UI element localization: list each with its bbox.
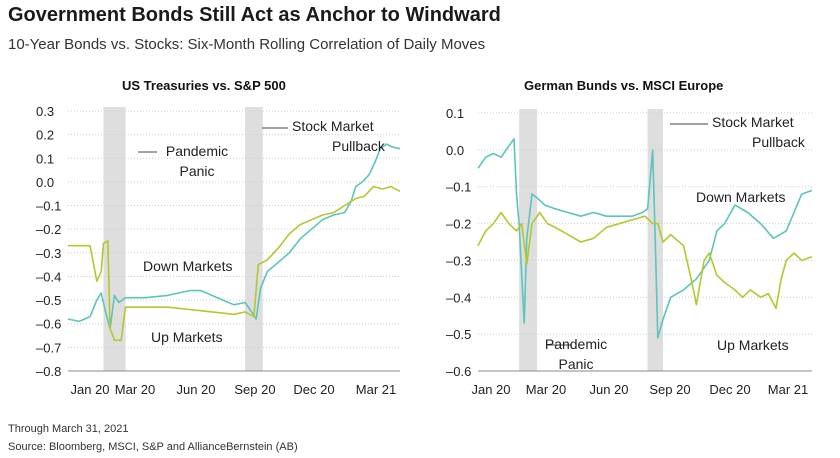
footnote-date: Through March 31, 2021: [8, 423, 129, 435]
down-markets-line: [477, 138, 813, 339]
y-tick-label: 0.0: [36, 175, 54, 190]
y-tick-label: 0.2: [36, 128, 54, 143]
page-subtitle: 10-Year Bonds vs. Stocks: Six-Month Roll…: [8, 36, 486, 53]
page-title: Government Bonds Still Act as Anchor to …: [8, 4, 501, 26]
y-tick-label: –0.8: [36, 364, 61, 379]
x-tick-label: Dec 20: [709, 382, 750, 397]
y-tick-label: 0.3: [36, 104, 54, 119]
x-tick-label: Mar 20: [526, 382, 566, 397]
pandemic-label-line2: Panic: [558, 356, 593, 372]
y-tick-label: –0.2: [446, 217, 471, 232]
pandemic-label-line2: Panic: [179, 163, 214, 179]
pullback-label-line2: Pullback: [752, 134, 806, 150]
y-tick-label: –0.5: [446, 327, 471, 342]
up-markets-line: [68, 185, 401, 342]
y-tick-label: –0.5: [36, 293, 61, 308]
pullback-label-line1: Stock Market: [712, 114, 794, 130]
up-markets-line: [477, 211, 813, 310]
y-tick-label: –0.6: [36, 317, 61, 332]
x-tick-label: Sep 20: [649, 382, 690, 397]
x-tick-label: Sep 20: [234, 382, 275, 397]
x-tick-label: Mar 21: [768, 382, 808, 397]
up-markets-label: Up Markets: [717, 337, 789, 353]
y-tick-label: 0.0: [446, 143, 464, 158]
x-tick-label: Jan 20: [70, 382, 109, 397]
y-tick-label: –0.4: [36, 269, 61, 284]
y-tick-label: –0.4: [446, 290, 471, 305]
x-tick-label: Mar 20: [115, 382, 155, 397]
y-tick-label: –0.3: [446, 253, 471, 268]
x-tick-label: Dec 20: [293, 382, 334, 397]
y-tick-label: –0.3: [36, 246, 61, 261]
x-tick-label: Jun 20: [176, 382, 215, 397]
right-chart-title: German Bunds vs. MSCI Europe: [524, 78, 724, 93]
y-tick-label: –0.2: [36, 222, 61, 237]
x-tick-label: Jan 20: [471, 382, 510, 397]
pandemic-shaded-period: [519, 109, 538, 371]
y-tick-label: 0.1: [446, 106, 464, 121]
y-tick-label: –0.1: [36, 199, 61, 214]
left-chart-title: US Treasuries vs. S&P 500: [122, 78, 286, 93]
x-tick-label: Mar 21: [356, 382, 396, 397]
y-tick-label: 0.1: [36, 151, 54, 166]
down-markets-label: Down Markets: [696, 189, 785, 205]
pullback-label-line2: Pullback: [332, 138, 386, 154]
footnote-source: Source: Bloomberg, MSCI, S&P and Allianc…: [8, 441, 298, 453]
down-markets-label: Down Markets: [143, 258, 232, 274]
y-tick-label: –0.1: [446, 180, 471, 195]
y-tick-label: –0.7: [36, 340, 61, 355]
y-tick-label: –0.6: [446, 364, 471, 379]
down-markets-line: [67, 143, 401, 330]
pandemic-label-line1: Pandemic: [166, 143, 228, 159]
pullback-label-line1: Stock Market: [292, 118, 374, 134]
x-tick-label: Jun 20: [589, 382, 628, 397]
up-markets-label: Up Markets: [151, 329, 223, 345]
pandemic-label-line1: Pandemic: [545, 336, 607, 352]
